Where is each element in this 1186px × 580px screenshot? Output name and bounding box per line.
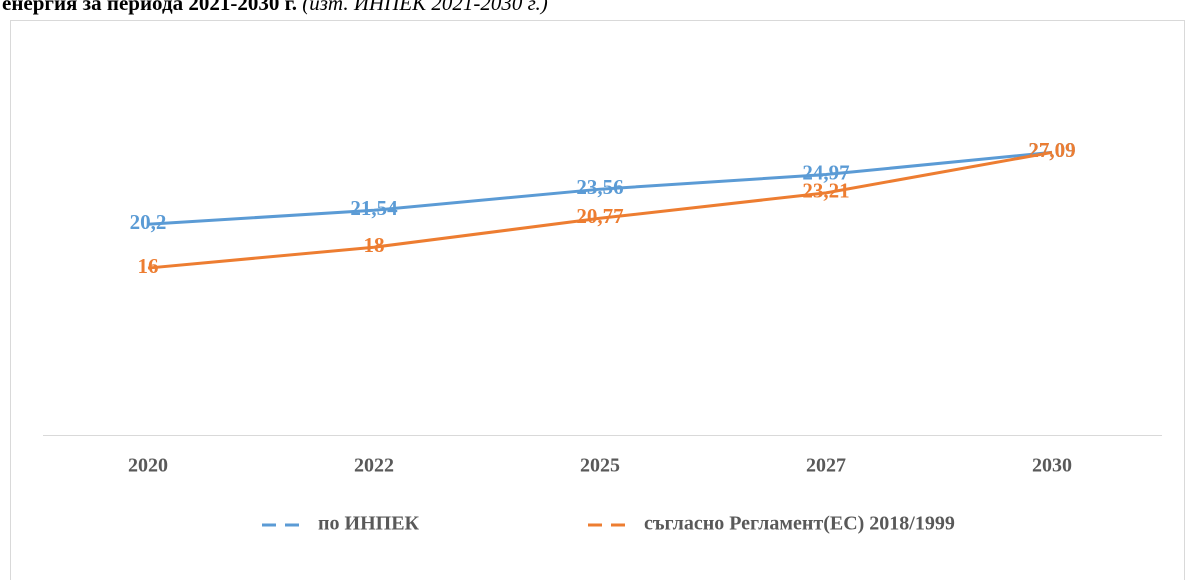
legend-label: по ИНПЕК bbox=[318, 513, 420, 535]
x-tick-label: 2030 bbox=[1032, 455, 1072, 477]
data-label: 23,21 bbox=[802, 179, 849, 203]
data-label: 18 bbox=[364, 233, 385, 257]
legend-label: съгласно Регламент(ЕС) 2018/1999 bbox=[644, 513, 955, 535]
data-label: 24,97 bbox=[802, 160, 849, 184]
data-label: 16 bbox=[138, 254, 159, 278]
data-label: 27,09 bbox=[1028, 138, 1075, 162]
chart-title: енергия за периода 2021-2030 г. bbox=[2, 0, 297, 15]
series-line bbox=[147, 150, 1053, 226]
data-label: 20,77 bbox=[576, 204, 623, 228]
header: енергия за периода 2021-2030 г. (изт. ИН… bbox=[0, 0, 1186, 16]
source: (изт. ИНПЕК 2021-2030 г.) bbox=[302, 0, 548, 15]
chart-frame bbox=[10, 20, 1185, 580]
data-label: 27,09 bbox=[1028, 138, 1075, 162]
x-tick-label: 2020 bbox=[128, 455, 168, 477]
x-tick-label: 2022 bbox=[354, 455, 394, 477]
x-tick-label: 2027 bbox=[806, 455, 846, 477]
x-tick-label: 2025 bbox=[580, 455, 620, 477]
series-line bbox=[147, 150, 1053, 270]
data-label: 23,56 bbox=[576, 175, 623, 199]
data-label: 20,2 bbox=[130, 210, 167, 234]
data-label: 21,54 bbox=[350, 196, 398, 220]
title-line: енергия за периода 2021-2030 г. (изт. ИН… bbox=[2, 0, 548, 16]
